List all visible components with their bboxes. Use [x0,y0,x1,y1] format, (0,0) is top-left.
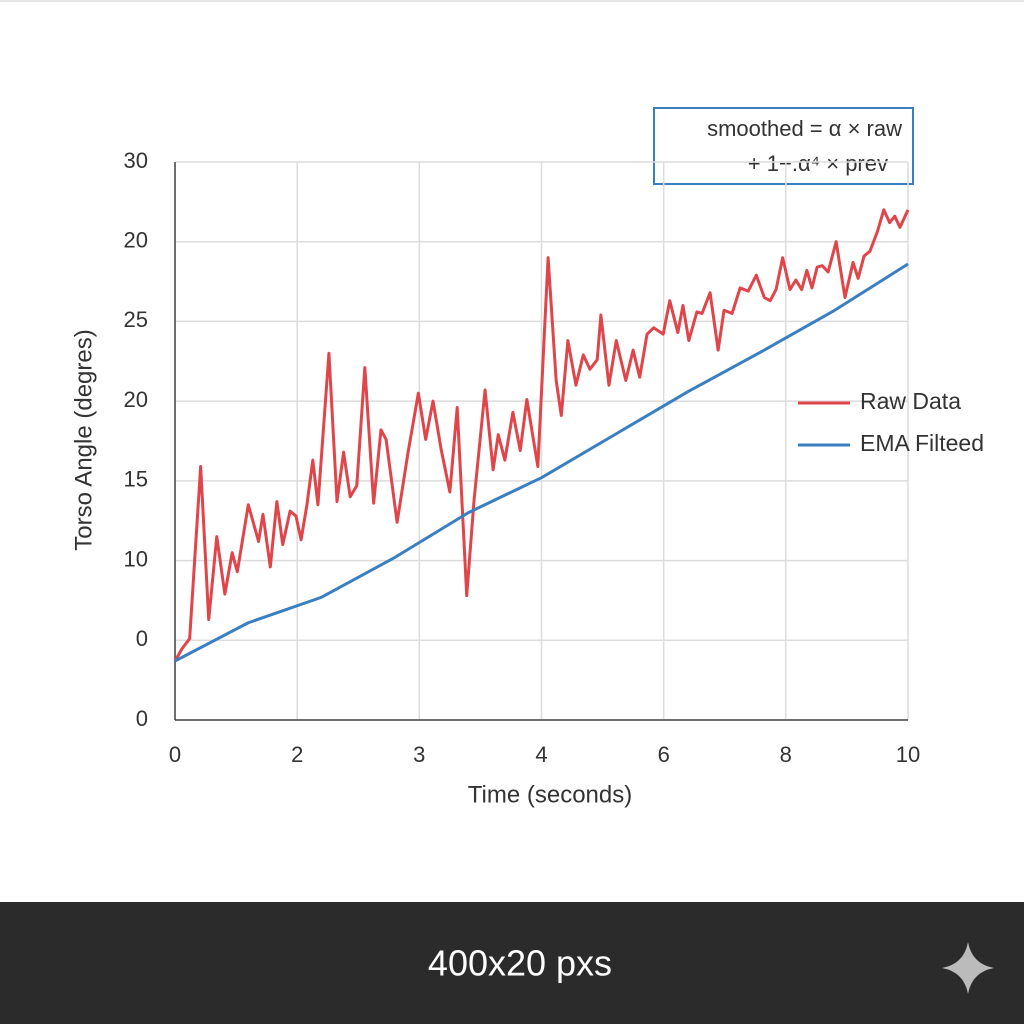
footer-caption: 400x20 pxs [428,943,612,984]
line-series [174,262,909,663]
annotation-box [653,107,914,185]
legend-label: EMA Filteed [860,430,984,456]
x-tick-label: 6 [658,742,670,767]
y-tick-label: 0 [136,626,148,651]
x-tick-label: 3 [413,742,425,767]
annotation: + 1−.α⁴ × prev [748,151,888,176]
line-series [173,208,910,662]
x-tick-label: 10 [896,742,920,767]
y-tick-label: 0 [136,706,148,731]
x-tick-label: 4 [535,742,547,767]
x-axis-label: Time (seconds) [468,781,632,808]
annotation: smoothed = α × raw [707,116,902,141]
footer-bar [0,902,1024,1024]
y-tick-label: 30 [124,148,148,173]
y-axis-label: Torso Angle (degres) [70,329,97,550]
legend-label: Raw Data [860,388,961,414]
y-tick-label: 20 [124,387,148,412]
x-tick-label: 2 [291,742,303,767]
sparkle-icon [942,942,994,994]
y-tick-label: 10 [124,546,148,571]
y-tick-label: 15 [124,467,148,492]
x-tick-label: 8 [780,742,792,767]
x-tick-label: 0 [169,742,181,767]
y-tick-label: 20 [124,228,148,253]
y-tick-label: 25 [124,307,148,332]
